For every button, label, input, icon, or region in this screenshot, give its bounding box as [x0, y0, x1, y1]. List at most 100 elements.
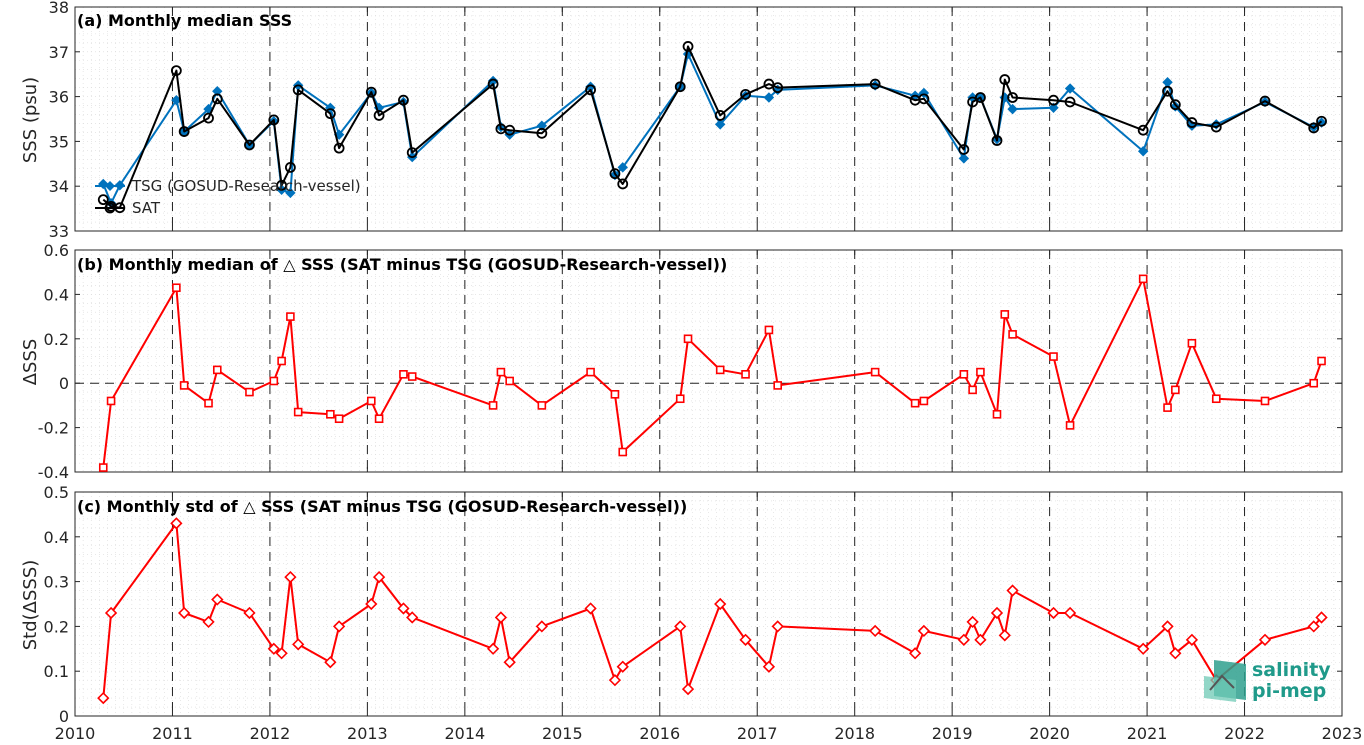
data-point: [616, 660, 629, 673]
data-point: [771, 620, 784, 633]
data-point: [674, 620, 687, 633]
data-point: [504, 124, 516, 136]
data-point: [172, 283, 181, 293]
panel-b-title: (b) Monthly median of △ SSS (SAT minus T…: [77, 255, 727, 274]
data-point: [763, 78, 775, 90]
axes-frame: [74, 491, 1343, 717]
data-point: [999, 74, 1011, 85]
legend: TSG (GOSUD-Research-vessel) SAT: [95, 177, 361, 217]
data-point: [406, 147, 418, 159]
data-point: [739, 633, 752, 646]
data-point: [407, 372, 417, 381]
data-point: [202, 615, 215, 629]
y-tick-label: 35: [49, 132, 69, 151]
data-point: [1211, 394, 1221, 404]
data-point: [399, 370, 408, 379]
x-tick-label: 2014: [444, 724, 485, 743]
data-point: [285, 187, 296, 199]
data-point: [170, 517, 183, 530]
data-point: [212, 365, 222, 375]
data-point: [1007, 103, 1018, 115]
x-tick-label: 2023: [1322, 724, 1363, 743]
data-point: [1162, 77, 1173, 88]
data-point: [269, 376, 279, 386]
data-point: [968, 385, 977, 395]
data-point: [286, 312, 295, 321]
data-point: [1315, 611, 1328, 624]
y-tick-label: 0.5: [44, 483, 69, 502]
data-point: [1317, 356, 1326, 366]
data-point: [764, 325, 774, 335]
panel-b-ylabel: ΔSSS: [20, 339, 41, 386]
data-point: [1047, 606, 1060, 620]
data-point: [1064, 83, 1076, 94]
data-point: [617, 178, 629, 190]
x-tick-label: 2019: [932, 724, 973, 743]
data-point: [374, 414, 384, 424]
x-tick-label: 2021: [1127, 724, 1168, 743]
data-point: [245, 387, 254, 397]
y-tick-label: 34: [49, 177, 69, 196]
data-point: [714, 119, 726, 130]
data-point: [584, 602, 597, 615]
salinity-pimep-logo: salinity pi-mep: [1204, 659, 1331, 702]
data-point: [365, 597, 378, 611]
y-tick-label: 38: [49, 0, 69, 17]
panel-sss: 33 34 35 36 37 38: [49, 0, 1343, 241]
x-tick-label: 2022: [1224, 724, 1265, 743]
data-point: [1064, 96, 1076, 108]
data-point: [608, 674, 622, 687]
data-point: [178, 606, 191, 620]
data-point: [536, 127, 548, 139]
y-tick-label: 0.2: [44, 617, 69, 636]
data-point: [715, 365, 725, 375]
data-point: [869, 624, 882, 638]
data-point: [967, 96, 979, 108]
data-point: [681, 682, 695, 696]
data-point: [97, 691, 110, 705]
data-point: [503, 656, 516, 669]
data-point: [1138, 274, 1148, 284]
data-point: [610, 389, 620, 399]
data-point: [1259, 95, 1271, 107]
data-point: [267, 642, 280, 655]
x-tick-label: 2016: [639, 724, 680, 743]
data-point: [1007, 92, 1018, 103]
series-line-0: [102, 277, 1323, 468]
legend-tsg-marker: [105, 181, 115, 191]
data-point: [1162, 85, 1173, 97]
data-point: [170, 65, 182, 77]
y-tick-label: -0.4: [38, 463, 69, 482]
data-point: [1260, 396, 1270, 406]
data-point: [326, 409, 335, 419]
data-point: [959, 370, 969, 379]
data-point: [772, 82, 784, 94]
data-point: [365, 86, 377, 98]
x-tick-label: 2011: [152, 724, 193, 743]
data-point: [763, 92, 775, 103]
x-tick-label: 2018: [834, 724, 875, 743]
data-point: [324, 108, 336, 120]
data-point: [324, 656, 337, 669]
data-point: [496, 367, 506, 377]
data-point: [966, 615, 979, 629]
data-point: [179, 381, 189, 390]
data-point: [397, 602, 410, 615]
data-point: [918, 93, 930, 105]
y-tick-label: -0.2: [38, 419, 69, 438]
data-point: [98, 463, 108, 472]
data-point: [992, 409, 1002, 419]
data-point: [537, 401, 547, 410]
data-point: [675, 394, 685, 404]
data-point: [1137, 124, 1149, 136]
data-point: [976, 367, 985, 377]
data-point: [974, 633, 987, 646]
data-point: [586, 367, 595, 377]
data-point: [1169, 99, 1181, 111]
data-point: [1258, 633, 1272, 646]
data-point: [1137, 146, 1149, 157]
x-tick-label: 2012: [250, 724, 291, 743]
x-tick-label: 2013: [347, 724, 388, 743]
data-point: [917, 624, 931, 638]
